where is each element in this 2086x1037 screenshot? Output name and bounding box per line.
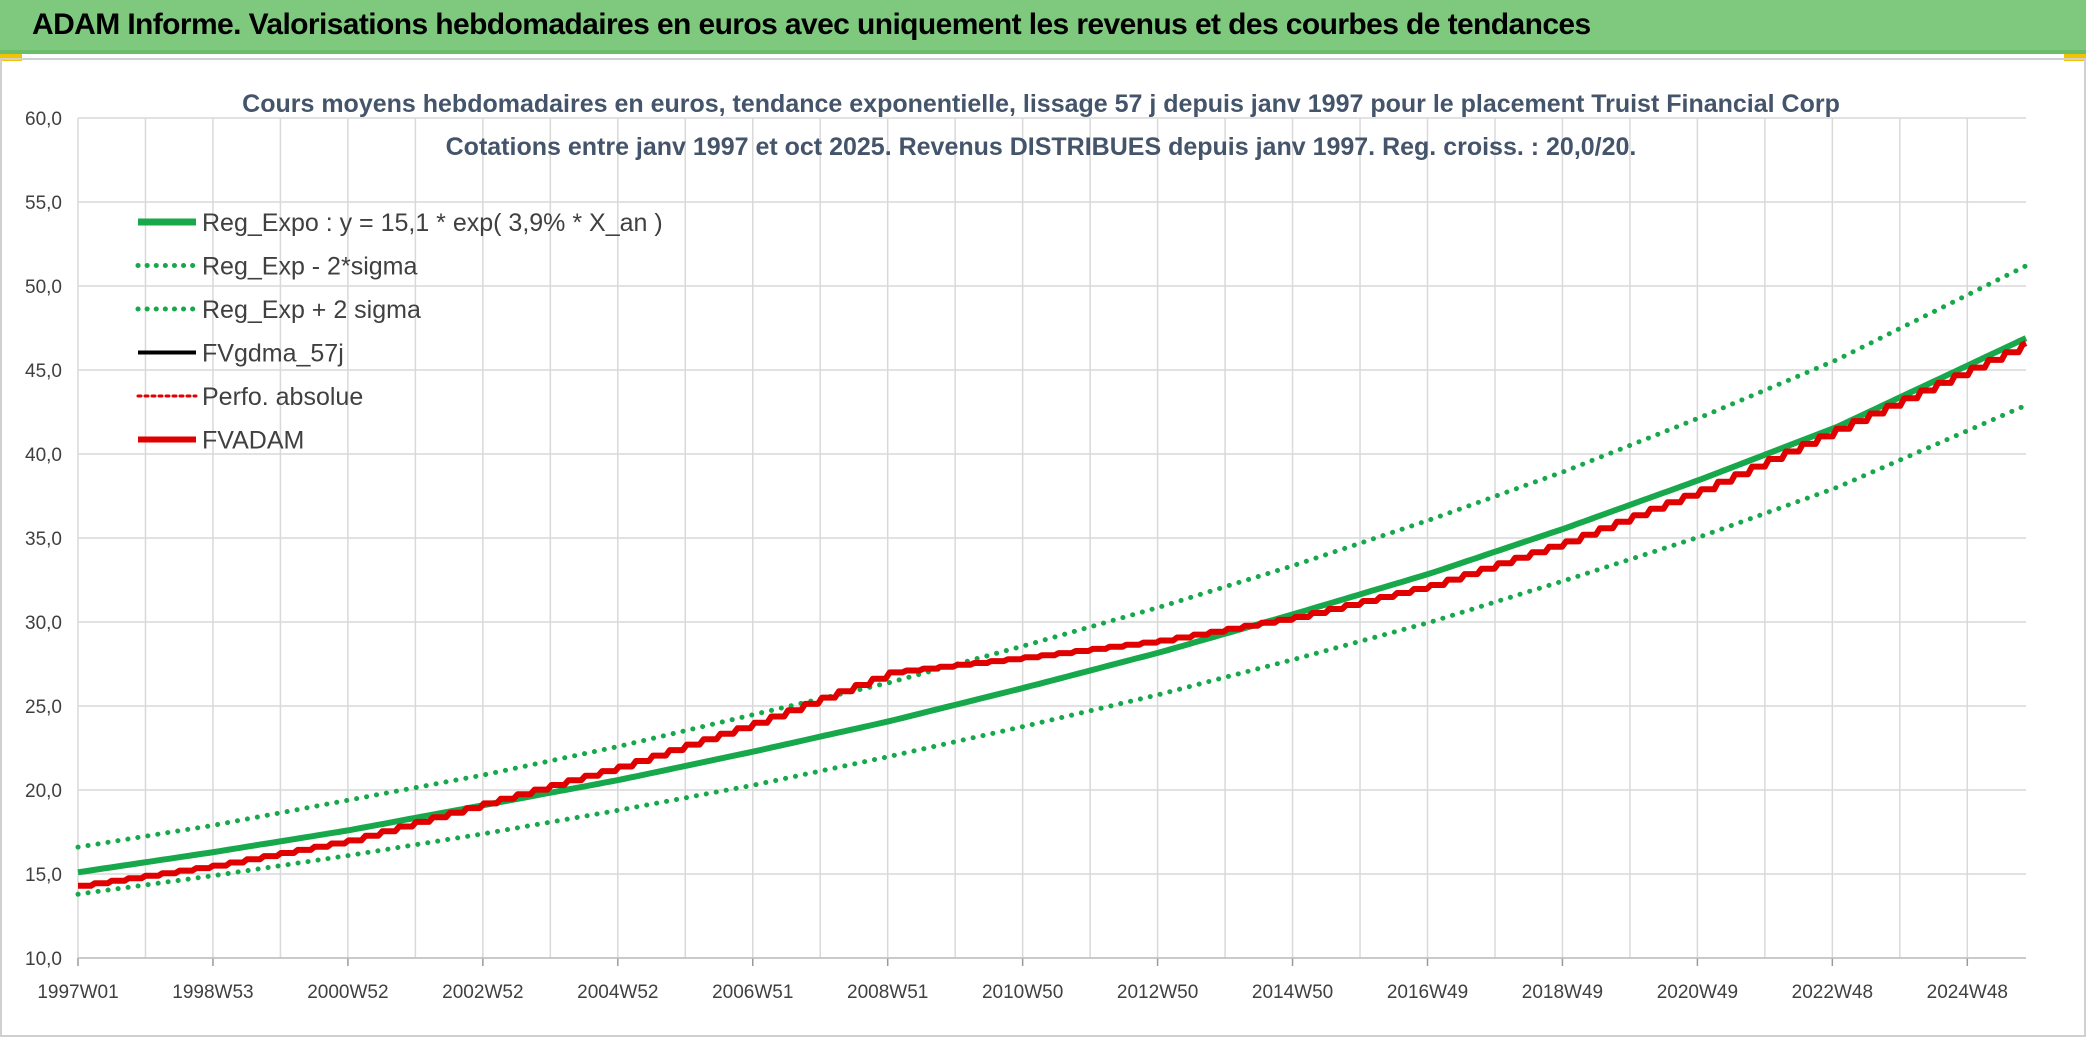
legend-label: Perfo. absolue <box>202 383 363 411</box>
y-tick-label: 35,0 <box>25 529 62 550</box>
x-tick-label: 2008W51 <box>847 982 928 1003</box>
x-tick-label: 1998W53 <box>172 982 253 1003</box>
chart-title: Cours moyens hebdomadaires en euros, ten… <box>242 90 1840 118</box>
x-axis: 1997W01 1998W53 2000W52 2002W52 2004W52 2006W… <box>37 957 2026 1003</box>
y-tick-label: 60,0 <box>25 109 62 130</box>
y-tick-label: 25,0 <box>25 697 62 718</box>
series-line-fvadam <box>78 340 2028 889</box>
x-tick-label: 2012W50 <box>1117 982 1198 1003</box>
legend: Reg_Expo : y = 15,1 * exp( 3,9% * X_an )… <box>135 209 663 455</box>
y-tick-label: 40,0 <box>25 445 62 466</box>
x-tick-label: 2004W52 <box>577 982 658 1003</box>
x-tick-label: 2016W49 <box>1387 982 1468 1003</box>
legend-label: Reg_Exp + 2 sigma <box>202 296 421 324</box>
x-tick-label: 2020W49 <box>1657 982 1738 1003</box>
x-tick-label: 2018W49 <box>1522 982 1603 1003</box>
x-tick-label: 2014W50 <box>1252 982 1333 1003</box>
series-line-reg-expo <box>77 335 2028 876</box>
chart-subtitle: Cotations entre janv 1997 et oct 2025. R… <box>446 133 1637 161</box>
x-tick-label: 2010W50 <box>982 982 1063 1003</box>
y-tick-label: 30,0 <box>25 613 62 634</box>
corner-marker-right <box>2064 54 2086 61</box>
x-tick-label: 2006W51 <box>712 982 793 1003</box>
corner-marker-left <box>0 54 22 61</box>
y-tick-label: 10,0 <box>25 949 62 970</box>
x-tick-label: 2002W52 <box>442 982 523 1003</box>
header-banner: ADAM Informe. Valorisations hebdomadaire… <box>0 0 2086 54</box>
x-tick-label: 1997W01 <box>37 982 118 1003</box>
y-tick-label: 55,0 <box>25 193 62 214</box>
y-axis: 10,0 15,0 20,0 25,0 30,0 35,0 40,0 45,0 50,0 55,0… <box>25 109 62 970</box>
legend-label: Reg_Expo : y = 15,1 * exp( 3,9% * X_an ) <box>202 209 663 237</box>
series-lines <box>75 263 2029 897</box>
legend-label: Reg_Exp - 2*sigma <box>202 253 417 281</box>
chart-frame <box>0 58 2086 1037</box>
page-title: ADAM Informe. Valorisations hebdomadaire… <box>32 8 1591 41</box>
y-tick-label: 45,0 <box>25 361 62 382</box>
y-tick-label: 15,0 <box>25 865 62 886</box>
x-tick-label: 2024W48 <box>1927 982 2008 1003</box>
series-line-reg-exp-minus-2sigma <box>75 402 2029 897</box>
x-tick-label: 2022W48 <box>1792 982 1873 1003</box>
x-tick-label: 2000W52 <box>307 982 388 1003</box>
series-line-reg-exp-plus-2sigma <box>75 263 2029 850</box>
grid <box>77 117 2026 959</box>
legend-label: FVADAM <box>202 427 304 455</box>
legend-label: FVgdma_57j <box>202 340 344 368</box>
y-tick-label: 50,0 <box>25 277 62 298</box>
y-tick-label: 20,0 <box>25 781 62 802</box>
